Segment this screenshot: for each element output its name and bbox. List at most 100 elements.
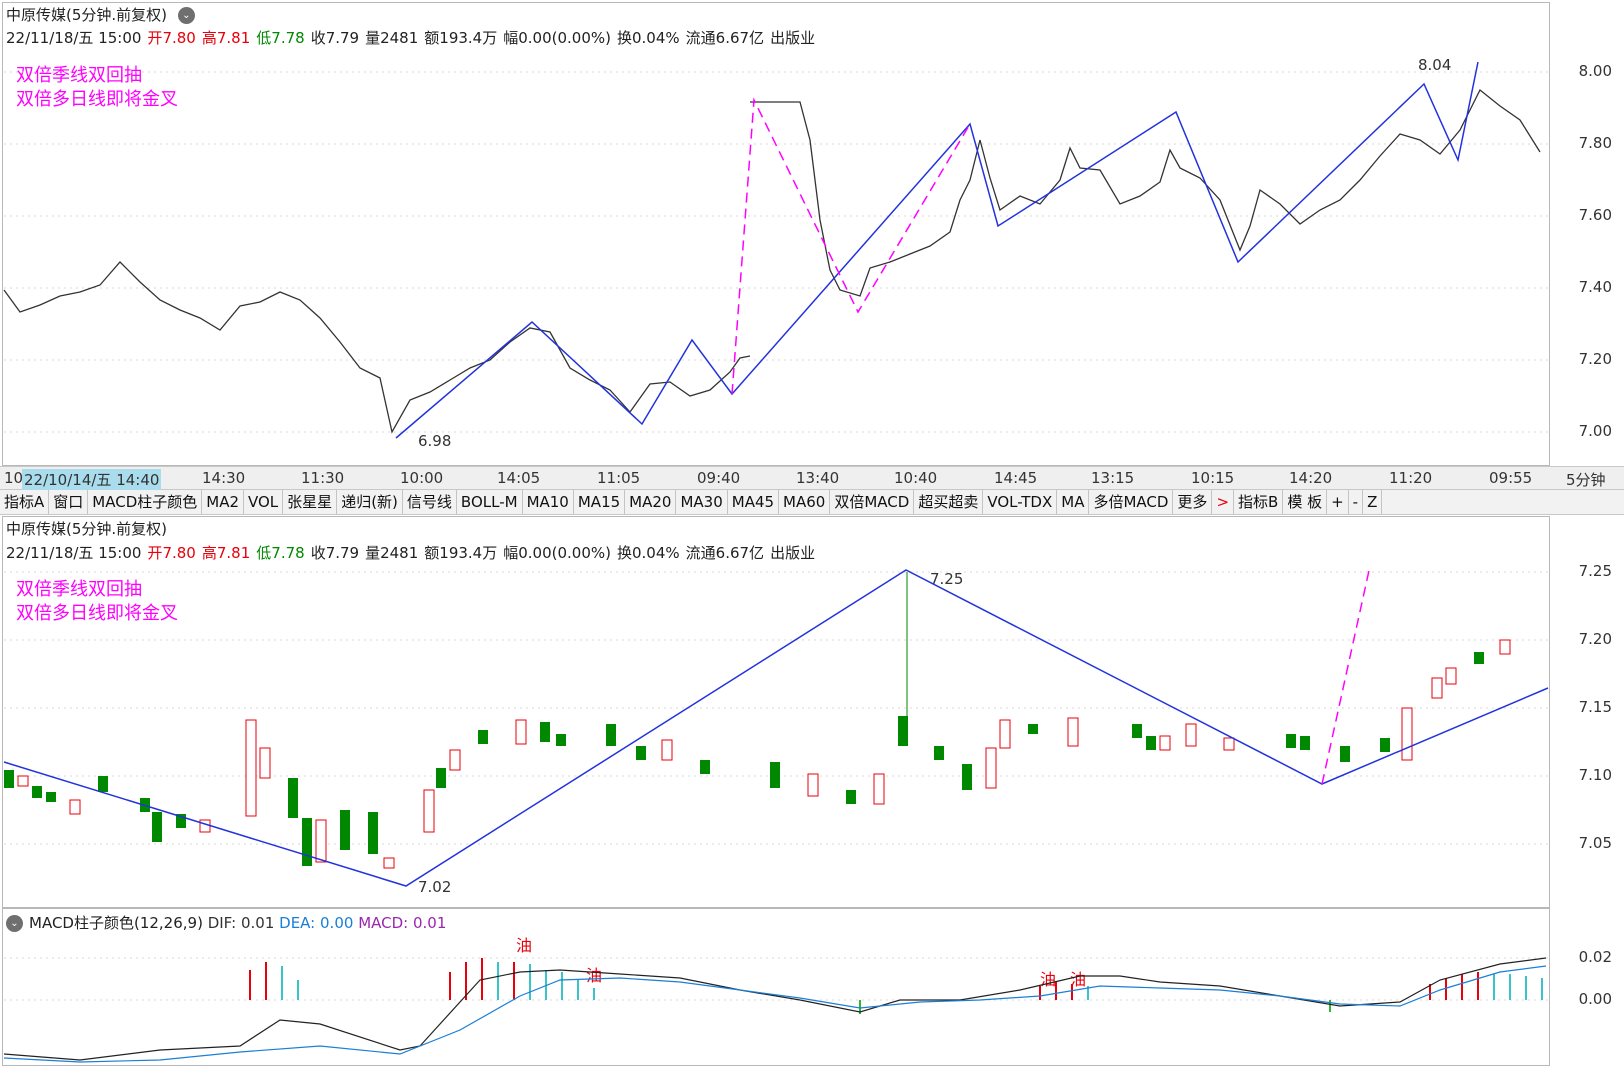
high-label: 高 (201, 29, 217, 47)
candle (1340, 746, 1350, 762)
tab-overbought[interactable]: 超买超卖 (914, 490, 984, 514)
candle (1132, 724, 1142, 738)
candle (98, 776, 108, 792)
tab-ma45[interactable]: MA45 (728, 490, 780, 514)
tab-recursive[interactable]: 递归(新) (337, 490, 403, 514)
y-tick-top-0: 8.00 (1578, 62, 1612, 80)
candle (259, 747, 271, 779)
candle (1445, 667, 1457, 685)
candle (515, 719, 527, 745)
candle (661, 739, 673, 761)
chevron-down-icon[interactable]: ⌄ (6, 915, 23, 932)
note-line-2: 双倍多日线即将金叉 (16, 89, 178, 110)
tab-signal-line[interactable]: 信号线 (403, 490, 457, 514)
open-label: 开 (147, 29, 163, 47)
tab-zhangxingxing[interactable]: 张星星 (283, 490, 338, 514)
open-value: 7.80 (162, 29, 196, 47)
tab-ma15[interactable]: MA15 (574, 490, 626, 514)
mid-low-label: 低 (256, 544, 272, 562)
time-label-14: 11:20 (1389, 469, 1433, 487)
candle (478, 730, 488, 744)
time-label-4: 10:00 (400, 469, 444, 487)
volume-value: 量2481 (365, 29, 419, 47)
candle (17, 775, 29, 787)
tab-vol-tdx[interactable]: VOL-TDX (983, 490, 1058, 514)
candle (340, 810, 350, 850)
time-label-cursor: 22/10/14/五 14:40 (22, 469, 162, 490)
period-label[interactable]: 5分钟 (1566, 471, 1606, 489)
tab-ma2[interactable]: MA2 (202, 490, 244, 514)
amount-value: 额193.4万 (424, 29, 498, 47)
tab-vol[interactable]: VOL (244, 490, 284, 514)
tab-template[interactable]: 模 板 (1283, 490, 1328, 514)
time-label-2: 14:30 (202, 469, 246, 487)
macd-signal-mark-4: 油 (1070, 970, 1087, 989)
macd-panel[interactable] (2, 908, 1550, 1066)
tab-window[interactable]: 窗口 (49, 490, 89, 514)
candle (1300, 736, 1310, 750)
candle (315, 819, 327, 863)
candle (1286, 734, 1296, 748)
mid-zigzag (3, 569, 1549, 887)
candle (540, 722, 550, 742)
candle (152, 812, 162, 842)
candle (302, 818, 312, 866)
float-cap-value: 流通6.67亿 (685, 29, 765, 47)
candle (1380, 738, 1390, 752)
low-value: 7.78 (271, 29, 305, 47)
tab-ma30[interactable]: MA30 (676, 490, 728, 514)
tab-indicator-a[interactable]: 指标A (0, 490, 50, 514)
candle (176, 814, 186, 828)
mid-high-annotation: 7.25 (930, 570, 964, 588)
macd-dif-line (3, 957, 1547, 1061)
chevron-down-icon[interactable]: ⌄ (177, 7, 195, 24)
low-label: 低 (256, 29, 272, 47)
mid-chart-panel[interactable] (2, 516, 1550, 908)
tab-ma60[interactable]: MA60 (779, 490, 831, 514)
mid-high-label: 高 (201, 544, 217, 562)
time-label-15: 09:55 (1489, 469, 1533, 487)
mid-chart-title: 中原传媒(5分钟.前复权) (6, 520, 168, 538)
mid-candles (4, 639, 1511, 869)
candle (606, 724, 616, 746)
mid-low-value: 7.78 (271, 544, 305, 562)
indicator-toolbar: 指标A 窗口 MACD柱子颜色 MA2 VOL 张星星 递归(新) 信号线 BO… (0, 490, 1624, 515)
candle (199, 819, 211, 833)
top-notes: 双倍季线双回抽 双倍多日线即将金叉 (16, 64, 178, 112)
close-value: 收7.79 (310, 29, 360, 47)
candle (999, 719, 1011, 749)
tab-multi-macd[interactable]: 多倍MACD (1089, 490, 1174, 514)
chevron-right-icon[interactable]: > (1212, 490, 1235, 514)
candle (46, 792, 56, 802)
candle (985, 747, 997, 789)
plus-icon[interactable]: + (1327, 490, 1349, 514)
tab-indicator-b[interactable]: 指标B (1234, 490, 1284, 514)
macd-signal-mark-1: 油 (516, 936, 533, 955)
candle (1401, 707, 1413, 761)
minus-icon[interactable]: - (1349, 490, 1364, 514)
macd-header: ⌄ MACD柱子颜色(12,26,9) DIF: 0.01 DEA: 0.00 M… (6, 912, 446, 933)
mid-amount-value: 额193.4万 (424, 544, 498, 562)
time-axis: 10 22/10/14/五 14:40 14:30 11:30 10:00 14… (0, 466, 1624, 490)
mid-change-value: 幅0.00(0.00%) (503, 544, 611, 562)
candle (4, 770, 14, 788)
macd-indicator-name: MACD柱子颜色(12,26,9) (29, 914, 203, 932)
tab-more[interactable]: 更多 (1173, 490, 1213, 514)
candle (423, 789, 435, 833)
tab-ma10[interactable]: MA10 (523, 490, 574, 514)
tab-ma20[interactable]: MA20 (625, 490, 677, 514)
mid-high-value: 7.81 (216, 544, 251, 562)
tab-boll-m[interactable]: BOLL-M (457, 490, 523, 514)
time-label-5: 14:05 (497, 469, 541, 487)
tab-macd-color[interactable]: MACD柱子颜色 (88, 490, 203, 514)
mid-dashed (1321, 565, 1371, 785)
top-price-trace (3, 261, 751, 434)
tab-ma[interactable]: MA (1057, 490, 1090, 514)
tab-double-macd[interactable]: 双倍MACD (830, 490, 915, 514)
zoom-icon[interactable]: Z (1363, 490, 1383, 514)
y-tick-mid-3: 7.10 (1578, 766, 1612, 784)
top-chart-panel[interactable] (2, 2, 1550, 466)
y-tick-mid-1: 7.20 (1578, 630, 1612, 648)
time-label-12: 10:15 (1191, 469, 1235, 487)
time-label-10: 14:45 (994, 469, 1038, 487)
